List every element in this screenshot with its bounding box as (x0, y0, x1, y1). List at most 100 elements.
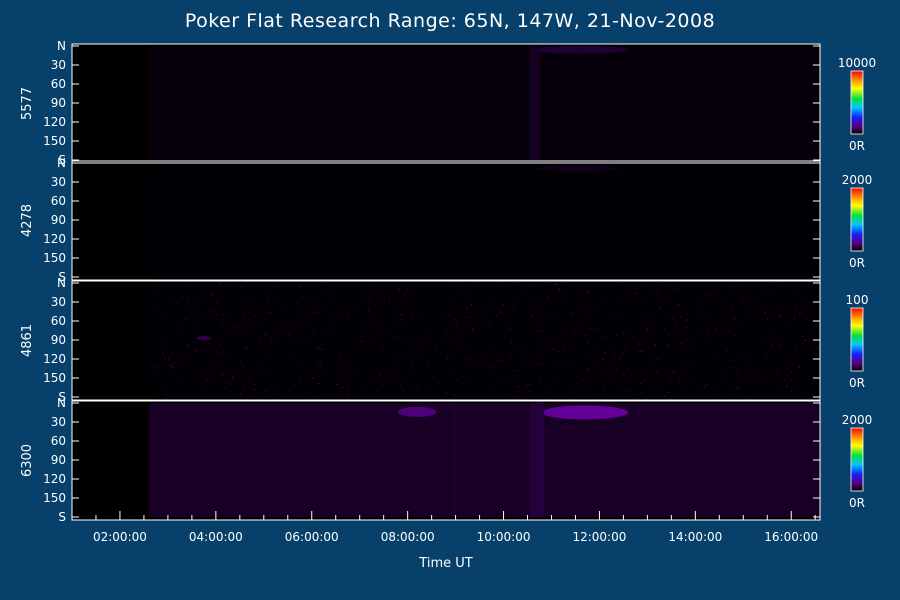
noise-pixel (541, 309, 543, 311)
panel-emission-field (148, 46, 820, 160)
noise-pixel (717, 125, 719, 127)
noise-pixel (468, 247, 470, 249)
noise-pixel (793, 318, 795, 320)
noise-pixel (480, 326, 482, 328)
noise-pixel (718, 295, 720, 297)
noise-pixel (644, 368, 646, 371)
noise-pixel (393, 355, 395, 357)
noise-pixel (459, 330, 461, 332)
y-tick-label: 30 (51, 58, 66, 72)
noise-pixel (767, 318, 769, 320)
noise-pixel (375, 291, 377, 293)
noise-pixel (372, 340, 375, 342)
noise-pixel (409, 360, 411, 362)
noise-pixel (615, 368, 617, 371)
noise-pixel (708, 332, 710, 334)
noise-pixel (211, 292, 213, 294)
noise-pixel (658, 424, 660, 426)
noise-pixel (774, 284, 776, 286)
noise-pixel (733, 318, 735, 320)
y-tick-label: 150 (43, 251, 66, 265)
noise-pixel (360, 335, 363, 337)
noise-pixel (471, 378, 473, 380)
noise-pixel (408, 385, 410, 387)
noise-pixel (273, 286, 275, 288)
noise-pixel (465, 346, 467, 348)
noise-pixel (344, 273, 346, 275)
noise-pixel (545, 346, 547, 348)
noise-pixel (774, 341, 776, 343)
noise-pixel (542, 346, 545, 348)
noise-pixel (418, 465, 420, 467)
noise-pixel (222, 324, 224, 327)
noise-pixel (206, 290, 208, 292)
noise-pixel (150, 358, 152, 360)
noise-pixel (306, 392, 308, 394)
noise-pixel (621, 240, 623, 242)
noise-pixel (421, 315, 423, 318)
noise-pixel (276, 390, 278, 392)
noise-pixel (698, 413, 700, 415)
noise-pixel (177, 414, 179, 416)
noise-pixel (619, 244, 621, 246)
noise-pixel (804, 339, 806, 341)
noise-pixel (532, 390, 534, 392)
noise-pixel (584, 308, 586, 310)
noise-pixel (259, 337, 261, 339)
noise-pixel (356, 144, 358, 146)
noise-pixel (169, 272, 171, 274)
noise-pixel (687, 329, 689, 331)
noise-pixel (248, 312, 250, 314)
noise-pixel (777, 372, 779, 374)
noise-pixel (398, 335, 400, 337)
noise-pixel (317, 396, 319, 398)
noise-pixel (287, 307, 290, 309)
noise-pixel (573, 332, 575, 334)
noise-pixel (339, 354, 341, 356)
noise-pixel (725, 299, 727, 301)
noise-pixel (587, 341, 589, 343)
noise-pixel (543, 349, 545, 352)
noise-pixel (197, 301, 199, 303)
noise-pixel (521, 347, 524, 349)
noise-pixel (501, 429, 503, 431)
noise-pixel (182, 461, 185, 464)
noise-pixel (288, 333, 290, 335)
noise-pixel (568, 266, 570, 268)
noise-pixel (581, 309, 583, 311)
noise-pixel (733, 333, 735, 335)
noise-pixel (742, 325, 744, 327)
noise-pixel (795, 305, 797, 307)
noise-pixel (380, 242, 382, 244)
noise-pixel (381, 328, 383, 330)
noise-pixel (426, 261, 428, 263)
noise-pixel (500, 359, 502, 361)
noise-pixel (407, 351, 409, 354)
noise-pixel (733, 142, 735, 144)
noise-pixel (266, 318, 268, 320)
noise-pixel (456, 379, 458, 381)
noise-pixel (762, 332, 764, 334)
noise-pixel (697, 306, 699, 308)
noise-pixel (471, 328, 474, 330)
noise-pixel (643, 479, 646, 481)
noise-pixel (610, 361, 612, 363)
colorbar-6300 (850, 427, 864, 492)
noise-pixel (617, 314, 619, 316)
noise-pixel (179, 381, 181, 383)
noise-pixel (746, 380, 748, 383)
noise-pixel (475, 336, 477, 338)
noise-pixel (446, 329, 448, 331)
noise-pixel (219, 283, 221, 285)
noise-pixel (702, 332, 704, 334)
noise-pixel (341, 386, 343, 388)
noise-pixel (592, 350, 594, 352)
noise-pixel (809, 339, 811, 341)
noise-pixel (638, 343, 640, 345)
noise-pixel (341, 393, 343, 395)
noise-pixel (255, 392, 257, 394)
noise-pixel (681, 346, 683, 348)
noise-pixel (545, 81, 547, 83)
panel-wavelength-label: 5577 (20, 87, 35, 120)
noise-pixel (797, 462, 799, 465)
